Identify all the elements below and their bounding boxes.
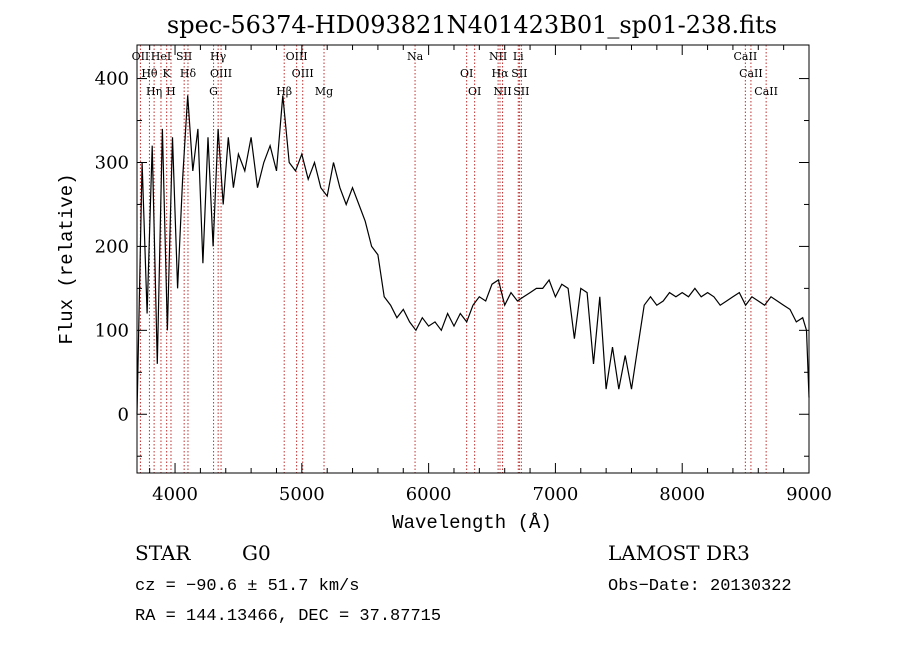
- line-marker-label: SII: [176, 50, 192, 63]
- line-marker-label: SII: [511, 67, 527, 80]
- y-axis-label: Flux (relative): [56, 173, 78, 344]
- ra-dec: RA = 144.13466, DEC = 37.87715: [135, 607, 441, 626]
- line-marker-label: Hβ: [276, 85, 292, 98]
- line-marker-label: OI: [460, 67, 473, 80]
- line-marker-label: HeI: [151, 50, 171, 63]
- line-marker-label: CaII: [739, 67, 763, 80]
- line-marker-label: Mg: [315, 85, 333, 98]
- observation-date: Obs−Date: 20130322: [608, 577, 792, 596]
- y-tick-label: 0: [118, 404, 129, 425]
- line-marker-label: Na: [407, 50, 424, 63]
- x-tick-label: 5000: [279, 484, 325, 505]
- line-marker-label: Hα: [491, 67, 509, 80]
- line-marker-label: NII: [489, 50, 507, 63]
- x-tick-label: 7000: [533, 484, 579, 505]
- line-marker-label: NII: [493, 85, 511, 98]
- y-tick-label: 300: [95, 152, 129, 173]
- line-marker-label: OIII: [292, 67, 314, 80]
- x-tick-label: 6000: [406, 484, 452, 505]
- object-class: STAR: [135, 541, 191, 565]
- line-marker-label: OII: [132, 50, 150, 63]
- line-marker-label: CaII: [754, 85, 778, 98]
- line-marker-label: H: [166, 85, 176, 98]
- line-marker-label: OI: [468, 85, 481, 98]
- x-tick-label: 8000: [659, 484, 705, 505]
- y-tick-label: 400: [95, 69, 129, 90]
- survey-name: LAMOST DR3: [608, 541, 750, 565]
- line-markers: [139, 45, 767, 473]
- spectrum-series-line: [136, 95, 810, 415]
- y-tick-label: 200: [95, 236, 129, 257]
- object-subclass: G0: [242, 541, 271, 565]
- line-marker-label: Hγ: [210, 50, 227, 63]
- y-axis-ticks: 0 100 200 300 400: [95, 69, 809, 457]
- line-marker-label: K: [163, 67, 172, 80]
- chart-title: spec-56374-HD093821N401423B01_sp01-238.f…: [167, 11, 777, 39]
- line-marker-label: OIII: [210, 67, 232, 80]
- x-axis-ticks: 4000 5000 6000 7000 8000 9000: [149, 45, 832, 505]
- line-marker-label: Li: [513, 50, 524, 63]
- line-marker-label: Hθ: [141, 67, 158, 80]
- line-marker-label: OIII: [286, 50, 308, 63]
- line-marker-label: G: [209, 85, 218, 98]
- x-tick-label: 9000: [786, 484, 832, 505]
- line-marker-label: Hδ: [180, 67, 197, 80]
- x-axis-label: Wavelength (Å): [392, 512, 552, 534]
- line-marker-label: Hη: [146, 85, 162, 98]
- line-marker-label: SII: [513, 85, 529, 98]
- plot-frame: [136, 44, 810, 474]
- y-tick-label: 100: [95, 320, 129, 341]
- line-marker-labels: OIIHθHηHeIKHSIIHδGHγOIIIHβOIIIOIIIMgNaOI…: [132, 50, 778, 98]
- line-marker-label: CaII: [734, 50, 758, 63]
- redshift-cz: cz = −90.6 ± 51.7 km/s: [135, 577, 359, 596]
- x-tick-label: 4000: [152, 484, 198, 505]
